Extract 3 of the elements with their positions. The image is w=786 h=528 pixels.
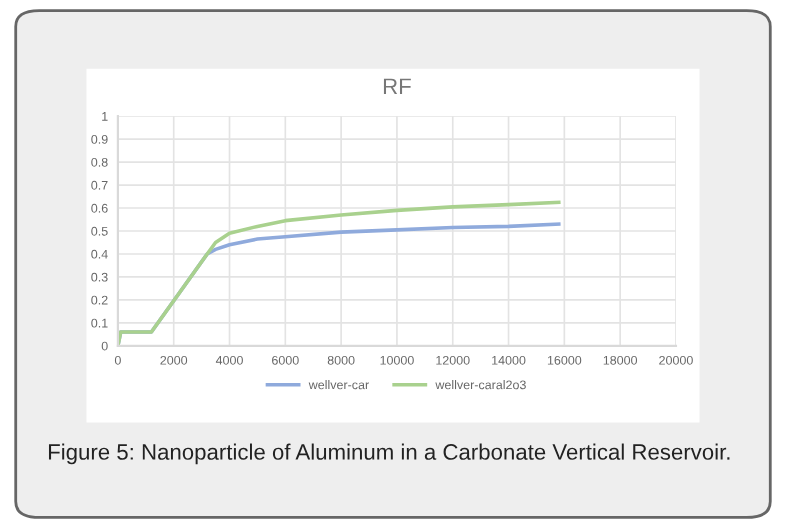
line-series <box>117 200 561 346</box>
caption: Figure 5: Nanoparticle of Aluminum in a Carbonate Vertical Reservoir. <box>48 443 730 465</box>
chart-title: RF <box>383 78 411 94</box>
